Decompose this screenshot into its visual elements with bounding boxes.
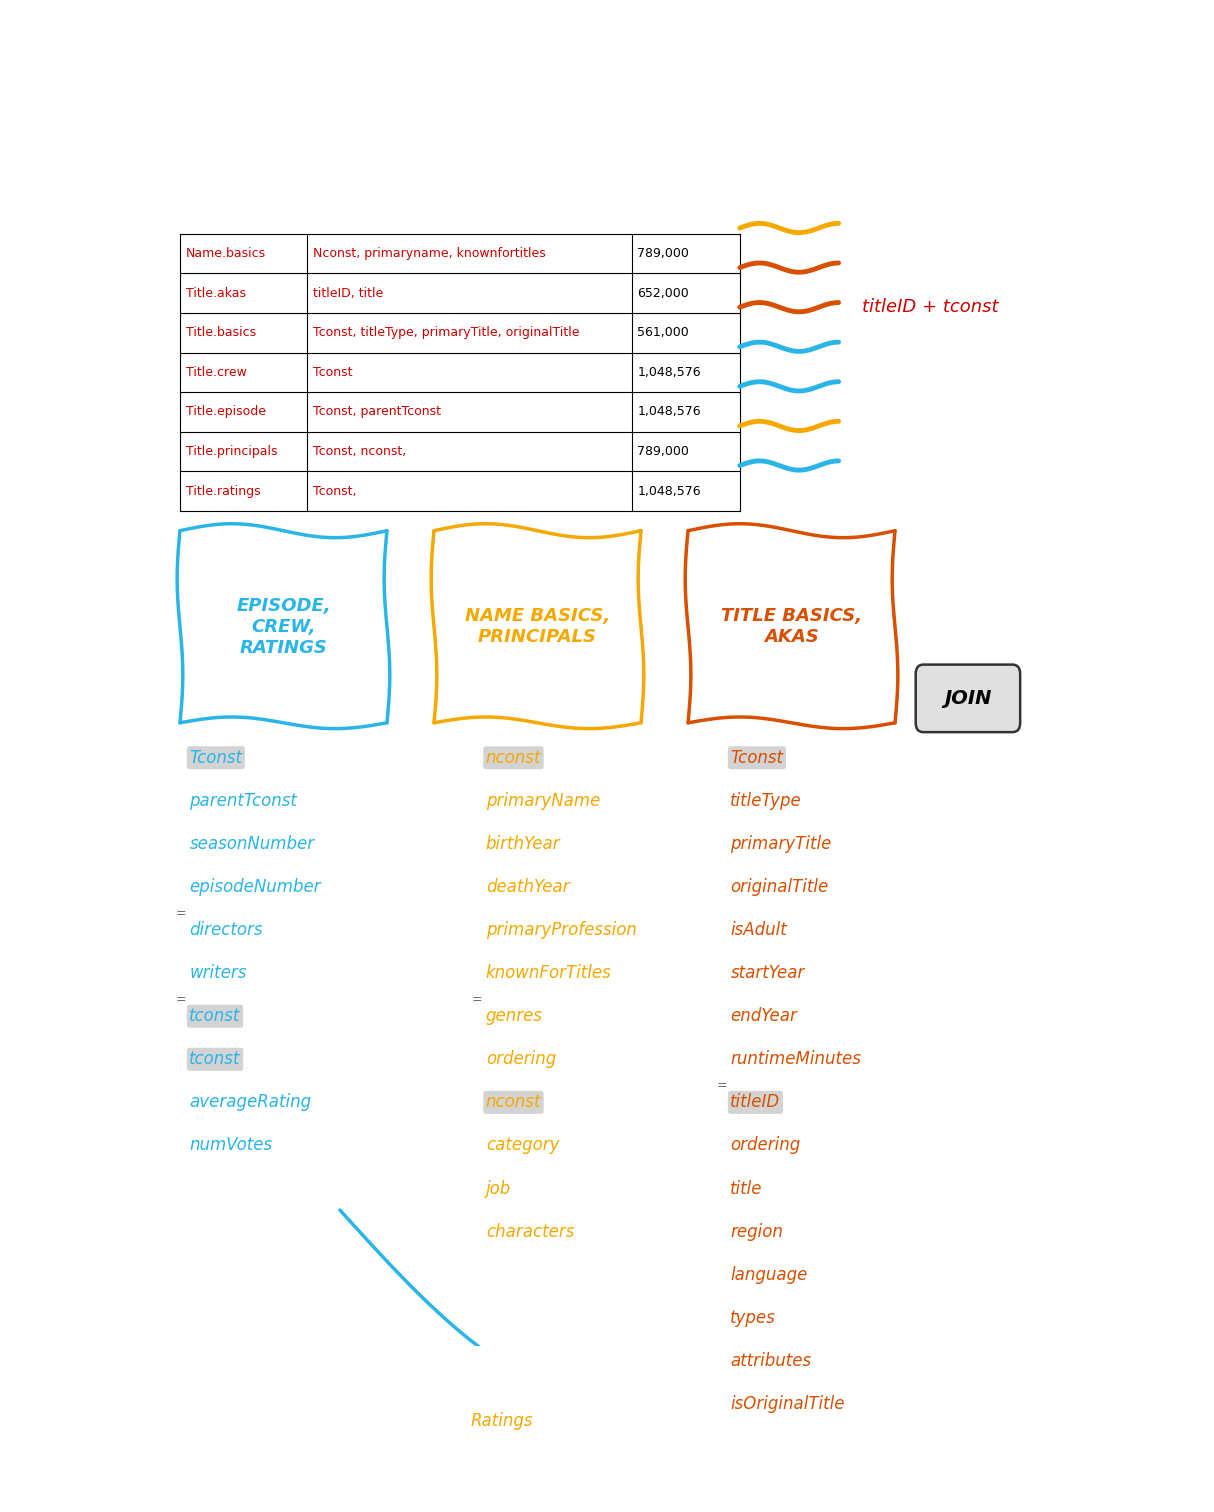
Text: ordering: ordering bbox=[731, 1137, 800, 1155]
Text: numVotes: numVotes bbox=[189, 1137, 272, 1155]
Text: Ratings: Ratings bbox=[471, 1412, 533, 1430]
Text: =: = bbox=[175, 907, 186, 921]
Text: Title.principals: Title.principals bbox=[186, 445, 277, 458]
Text: language: language bbox=[731, 1266, 807, 1284]
Text: nconst: nconst bbox=[486, 1093, 541, 1111]
Text: Tconst, nconst,: Tconst, nconst, bbox=[313, 445, 405, 458]
Text: primaryName: primaryName bbox=[486, 792, 600, 810]
Text: originalTitle: originalTitle bbox=[731, 878, 829, 897]
Text: parentTconst: parentTconst bbox=[189, 792, 297, 810]
Text: Tconst,: Tconst, bbox=[313, 485, 356, 497]
Text: Title.crew: Title.crew bbox=[186, 366, 246, 380]
Text: titleID + tconst: titleID + tconst bbox=[862, 298, 999, 316]
Text: =: = bbox=[175, 993, 186, 1007]
Text: tconst: tconst bbox=[189, 1007, 240, 1025]
Text: deathYear: deathYear bbox=[486, 878, 569, 897]
Text: Tconst: Tconst bbox=[189, 748, 243, 767]
Text: Tconst, parentTconst: Tconst, parentTconst bbox=[313, 405, 441, 419]
Text: =: = bbox=[716, 1080, 727, 1093]
Text: region: region bbox=[731, 1223, 783, 1240]
Text: isAdult: isAdult bbox=[731, 921, 787, 939]
Text: title: title bbox=[731, 1179, 762, 1198]
Text: category: category bbox=[486, 1137, 560, 1155]
Text: characters: characters bbox=[486, 1223, 574, 1240]
Text: EPISODE,
CREW,
RATINGS: EPISODE, CREW, RATINGS bbox=[237, 597, 330, 656]
Text: primaryProfession: primaryProfession bbox=[486, 921, 636, 939]
Text: seasonNumber: seasonNumber bbox=[189, 835, 314, 853]
Text: Title.akas: Title.akas bbox=[186, 287, 245, 299]
Text: Tconst: Tconst bbox=[313, 366, 352, 380]
Text: endYear: endYear bbox=[731, 1007, 798, 1025]
Text: writers: writers bbox=[189, 965, 246, 983]
Text: titleID, title: titleID, title bbox=[313, 287, 382, 299]
Text: 1,048,576: 1,048,576 bbox=[637, 405, 700, 419]
Text: knownForTitles: knownForTitles bbox=[486, 965, 612, 983]
Text: episodeNumber: episodeNumber bbox=[189, 878, 320, 897]
Text: 1,048,576: 1,048,576 bbox=[637, 485, 700, 497]
Text: Tconst: Tconst bbox=[731, 748, 783, 767]
Text: startYear: startYear bbox=[731, 965, 805, 983]
Text: JOIN: JOIN bbox=[944, 689, 992, 708]
Text: Title.ratings: Title.ratings bbox=[186, 485, 260, 497]
Text: =: = bbox=[471, 993, 482, 1007]
Text: NAME BASICS,
PRINCIPALS: NAME BASICS, PRINCIPALS bbox=[465, 608, 611, 646]
Text: genres: genres bbox=[486, 1007, 543, 1025]
Text: Title.episode: Title.episode bbox=[186, 405, 266, 419]
Text: runtimeMinutes: runtimeMinutes bbox=[731, 1051, 861, 1069]
Text: TITLE BASICS,
AKAS: TITLE BASICS, AKAS bbox=[721, 608, 862, 646]
Text: types: types bbox=[731, 1309, 776, 1326]
Text: 789,000: 789,000 bbox=[637, 445, 690, 458]
Text: isOriginalTitle: isOriginalTitle bbox=[731, 1396, 845, 1412]
Text: tconst: tconst bbox=[189, 1051, 240, 1069]
Text: job: job bbox=[486, 1179, 511, 1198]
Text: averageRating: averageRating bbox=[189, 1093, 312, 1111]
Text: Tconst, titleType, primaryTitle, originalTitle: Tconst, titleType, primaryTitle, origina… bbox=[313, 327, 579, 339]
Text: Title.basics: Title.basics bbox=[186, 327, 256, 339]
Text: primaryTitle: primaryTitle bbox=[731, 835, 832, 853]
Text: birthYear: birthYear bbox=[486, 835, 561, 853]
FancyBboxPatch shape bbox=[915, 665, 1020, 732]
Text: Nconst, primaryname, knownfortitles: Nconst, primaryname, knownfortitles bbox=[313, 246, 545, 260]
Text: 652,000: 652,000 bbox=[637, 287, 690, 299]
Text: 561,000: 561,000 bbox=[637, 327, 690, 339]
Text: 789,000: 789,000 bbox=[637, 246, 690, 260]
Text: nconst: nconst bbox=[486, 748, 541, 767]
Text: Name.basics: Name.basics bbox=[186, 246, 266, 260]
Text: ordering: ordering bbox=[486, 1051, 556, 1069]
Text: directors: directors bbox=[189, 921, 263, 939]
Text: titleID: titleID bbox=[731, 1093, 781, 1111]
Text: titleType: titleType bbox=[731, 792, 802, 810]
Text: attributes: attributes bbox=[731, 1352, 811, 1370]
Text: 1,048,576: 1,048,576 bbox=[637, 366, 700, 380]
